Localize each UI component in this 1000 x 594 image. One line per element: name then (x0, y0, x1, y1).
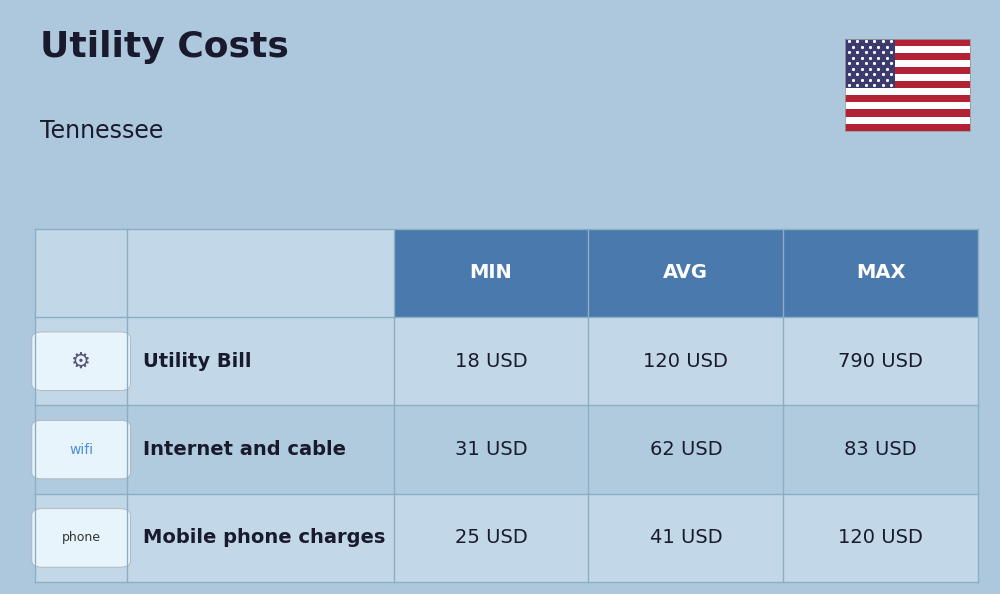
Text: Mobile phone charges: Mobile phone charges (143, 529, 386, 548)
FancyBboxPatch shape (845, 95, 970, 102)
Text: Tennessee: Tennessee (40, 119, 163, 143)
FancyBboxPatch shape (845, 39, 895, 88)
FancyBboxPatch shape (845, 60, 970, 67)
FancyBboxPatch shape (32, 332, 130, 390)
FancyBboxPatch shape (845, 39, 970, 46)
Text: wifi: wifi (69, 443, 93, 457)
Text: 18 USD: 18 USD (455, 352, 527, 371)
FancyBboxPatch shape (845, 46, 970, 53)
Text: AVG: AVG (663, 263, 708, 282)
Text: phone: phone (62, 532, 101, 545)
Text: 120 USD: 120 USD (838, 529, 923, 548)
Text: 62 USD: 62 USD (650, 440, 722, 459)
Text: 83 USD: 83 USD (844, 440, 917, 459)
FancyBboxPatch shape (845, 102, 970, 109)
Text: MAX: MAX (856, 263, 905, 282)
Text: 790 USD: 790 USD (838, 352, 923, 371)
Text: ⚙: ⚙ (71, 351, 91, 371)
Text: Utility Costs: Utility Costs (40, 30, 289, 64)
FancyBboxPatch shape (32, 421, 130, 479)
Text: 41 USD: 41 USD (650, 529, 722, 548)
FancyBboxPatch shape (845, 74, 970, 81)
FancyBboxPatch shape (35, 229, 394, 317)
FancyBboxPatch shape (845, 81, 970, 88)
FancyBboxPatch shape (845, 53, 970, 60)
Text: Utility Bill: Utility Bill (143, 352, 252, 371)
Text: MIN: MIN (470, 263, 512, 282)
Text: 25 USD: 25 USD (455, 529, 528, 548)
FancyBboxPatch shape (35, 405, 978, 494)
FancyBboxPatch shape (32, 508, 130, 567)
FancyBboxPatch shape (35, 317, 978, 405)
FancyBboxPatch shape (845, 67, 970, 74)
FancyBboxPatch shape (35, 229, 978, 317)
Text: 31 USD: 31 USD (455, 440, 527, 459)
FancyBboxPatch shape (845, 88, 970, 95)
Text: 120 USD: 120 USD (643, 352, 728, 371)
Text: Internet and cable: Internet and cable (143, 440, 346, 459)
FancyBboxPatch shape (845, 124, 970, 131)
FancyBboxPatch shape (845, 116, 970, 124)
FancyBboxPatch shape (35, 494, 978, 582)
FancyBboxPatch shape (845, 109, 970, 116)
